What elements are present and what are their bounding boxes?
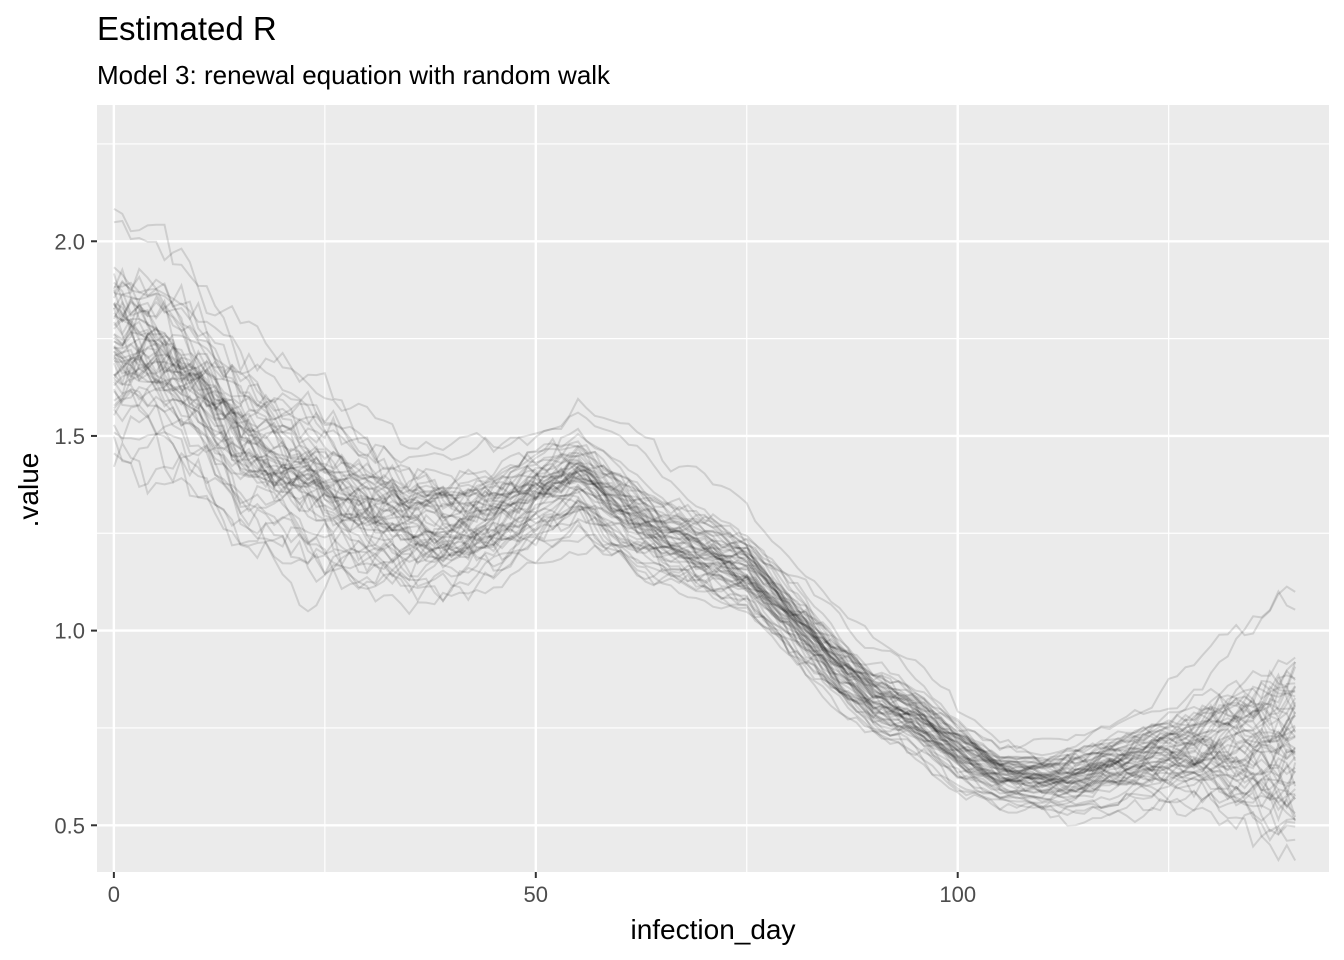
draw-line xyxy=(113,314,1297,765)
draw-line xyxy=(113,321,1297,785)
draw-line xyxy=(113,354,1297,797)
draw-line xyxy=(113,267,1297,782)
draw-line xyxy=(113,346,1296,796)
draw-line xyxy=(113,207,1296,750)
draw-line xyxy=(113,357,1296,833)
draw-line xyxy=(113,371,1297,818)
y-tick-label: 1.5 xyxy=(54,424,85,449)
draw-line xyxy=(113,355,1296,785)
x-tick-label: 100 xyxy=(939,882,976,907)
draw-line xyxy=(113,346,1296,791)
plot-panel xyxy=(97,105,1329,872)
y-tick-label: 2.0 xyxy=(54,229,85,254)
draw-line xyxy=(113,352,1296,800)
draw-line xyxy=(113,360,1296,801)
draw-line xyxy=(113,373,1296,801)
draw-line xyxy=(112,327,1296,794)
y-tick-label: 1.0 xyxy=(54,619,85,644)
y-tick-label: 0.5 xyxy=(54,813,85,838)
draw-line xyxy=(113,266,1296,763)
draw-line xyxy=(113,390,1296,836)
draw-line xyxy=(113,356,1296,802)
draw-line xyxy=(113,219,1296,757)
draw-line xyxy=(112,307,1296,779)
draw-line xyxy=(113,281,1296,775)
draw-line xyxy=(112,440,1297,863)
draw-line xyxy=(113,282,1296,777)
draw-line xyxy=(112,300,1296,773)
draw-line xyxy=(113,281,1297,772)
y-axis-label: .value xyxy=(13,453,44,528)
draw-line xyxy=(112,432,1297,824)
draw-line xyxy=(113,303,1296,775)
draw-line xyxy=(113,301,1296,772)
chart-title: Estimated R xyxy=(97,10,277,47)
draw-line xyxy=(113,348,1296,794)
draw-line xyxy=(112,289,1296,766)
draw-line xyxy=(113,332,1296,795)
draw-line xyxy=(113,326,1297,776)
draw-line xyxy=(113,298,1297,789)
draw-line xyxy=(113,451,1296,843)
draw-line xyxy=(113,337,1297,787)
draw-line xyxy=(113,404,1296,810)
draw-line xyxy=(113,414,1297,816)
draw-line xyxy=(113,350,1296,789)
draw-line xyxy=(113,318,1296,773)
draw-line xyxy=(113,374,1296,821)
draw-line xyxy=(113,354,1296,808)
grid-lines xyxy=(97,105,1329,872)
draw-line xyxy=(113,385,1296,823)
draw-line xyxy=(112,266,1296,769)
draw-line xyxy=(113,298,1297,778)
draw-lines xyxy=(112,207,1297,863)
x-axis: 0 50 100 xyxy=(108,872,976,907)
x-axis-label: infection_day xyxy=(630,914,795,945)
draw-line xyxy=(113,431,1296,849)
chart-subtitle: Model 3: renewal equation with random wa… xyxy=(97,60,611,90)
draw-line xyxy=(113,309,1297,784)
draw-line xyxy=(113,346,1296,785)
draw-line xyxy=(113,350,1297,793)
draw-line xyxy=(113,279,1296,767)
draw-line xyxy=(113,292,1296,769)
draw-line xyxy=(113,320,1297,784)
x-tick-label: 50 xyxy=(524,882,548,907)
draw-line xyxy=(113,351,1296,787)
draw-line xyxy=(113,339,1296,791)
draw-line xyxy=(112,273,1297,775)
y-axis: 0.5 1.0 1.5 2.0 xyxy=(54,229,97,838)
draw-line xyxy=(113,342,1296,785)
draw-line xyxy=(113,274,1297,763)
draw-line xyxy=(113,330,1296,792)
draw-line xyxy=(113,387,1297,804)
draw-line xyxy=(113,300,1297,780)
draw-line xyxy=(113,381,1296,823)
draw-line xyxy=(113,300,1297,768)
x-tick-label: 0 xyxy=(108,882,120,907)
